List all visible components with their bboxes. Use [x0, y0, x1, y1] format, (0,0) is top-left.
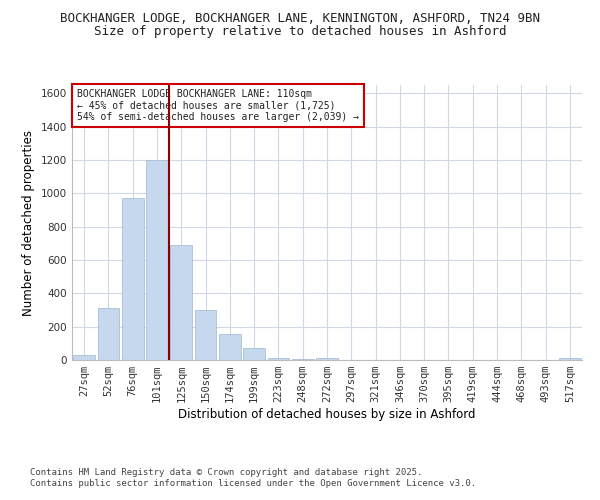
Bar	[559, 358, 581, 360]
Bar	[73, 355, 95, 360]
Bar	[122, 198, 143, 360]
X-axis label: Distribution of detached houses by size in Ashford: Distribution of detached houses by size …	[178, 408, 476, 421]
Bar	[146, 160, 168, 360]
Bar	[194, 310, 217, 360]
Bar	[316, 358, 338, 360]
Text: Size of property relative to detached houses in Ashford: Size of property relative to detached ho…	[94, 25, 506, 38]
Bar	[219, 334, 241, 360]
Bar	[97, 308, 119, 360]
Text: BOCKHANGER LODGE, BOCKHANGER LANE, KENNINGTON, ASHFORD, TN24 9BN: BOCKHANGER LODGE, BOCKHANGER LANE, KENNI…	[60, 12, 540, 26]
Bar	[170, 245, 192, 360]
Bar	[243, 348, 265, 360]
Text: BOCKHANGER LODGE BOCKHANGER LANE: 110sqm
← 45% of detached houses are smaller (1: BOCKHANGER LODGE BOCKHANGER LANE: 110sqm…	[77, 89, 359, 122]
Y-axis label: Number of detached properties: Number of detached properties	[22, 130, 35, 316]
Bar	[268, 358, 289, 360]
Text: Contains HM Land Registry data © Crown copyright and database right 2025.
Contai: Contains HM Land Registry data © Crown c…	[30, 468, 476, 487]
Bar	[292, 359, 314, 360]
